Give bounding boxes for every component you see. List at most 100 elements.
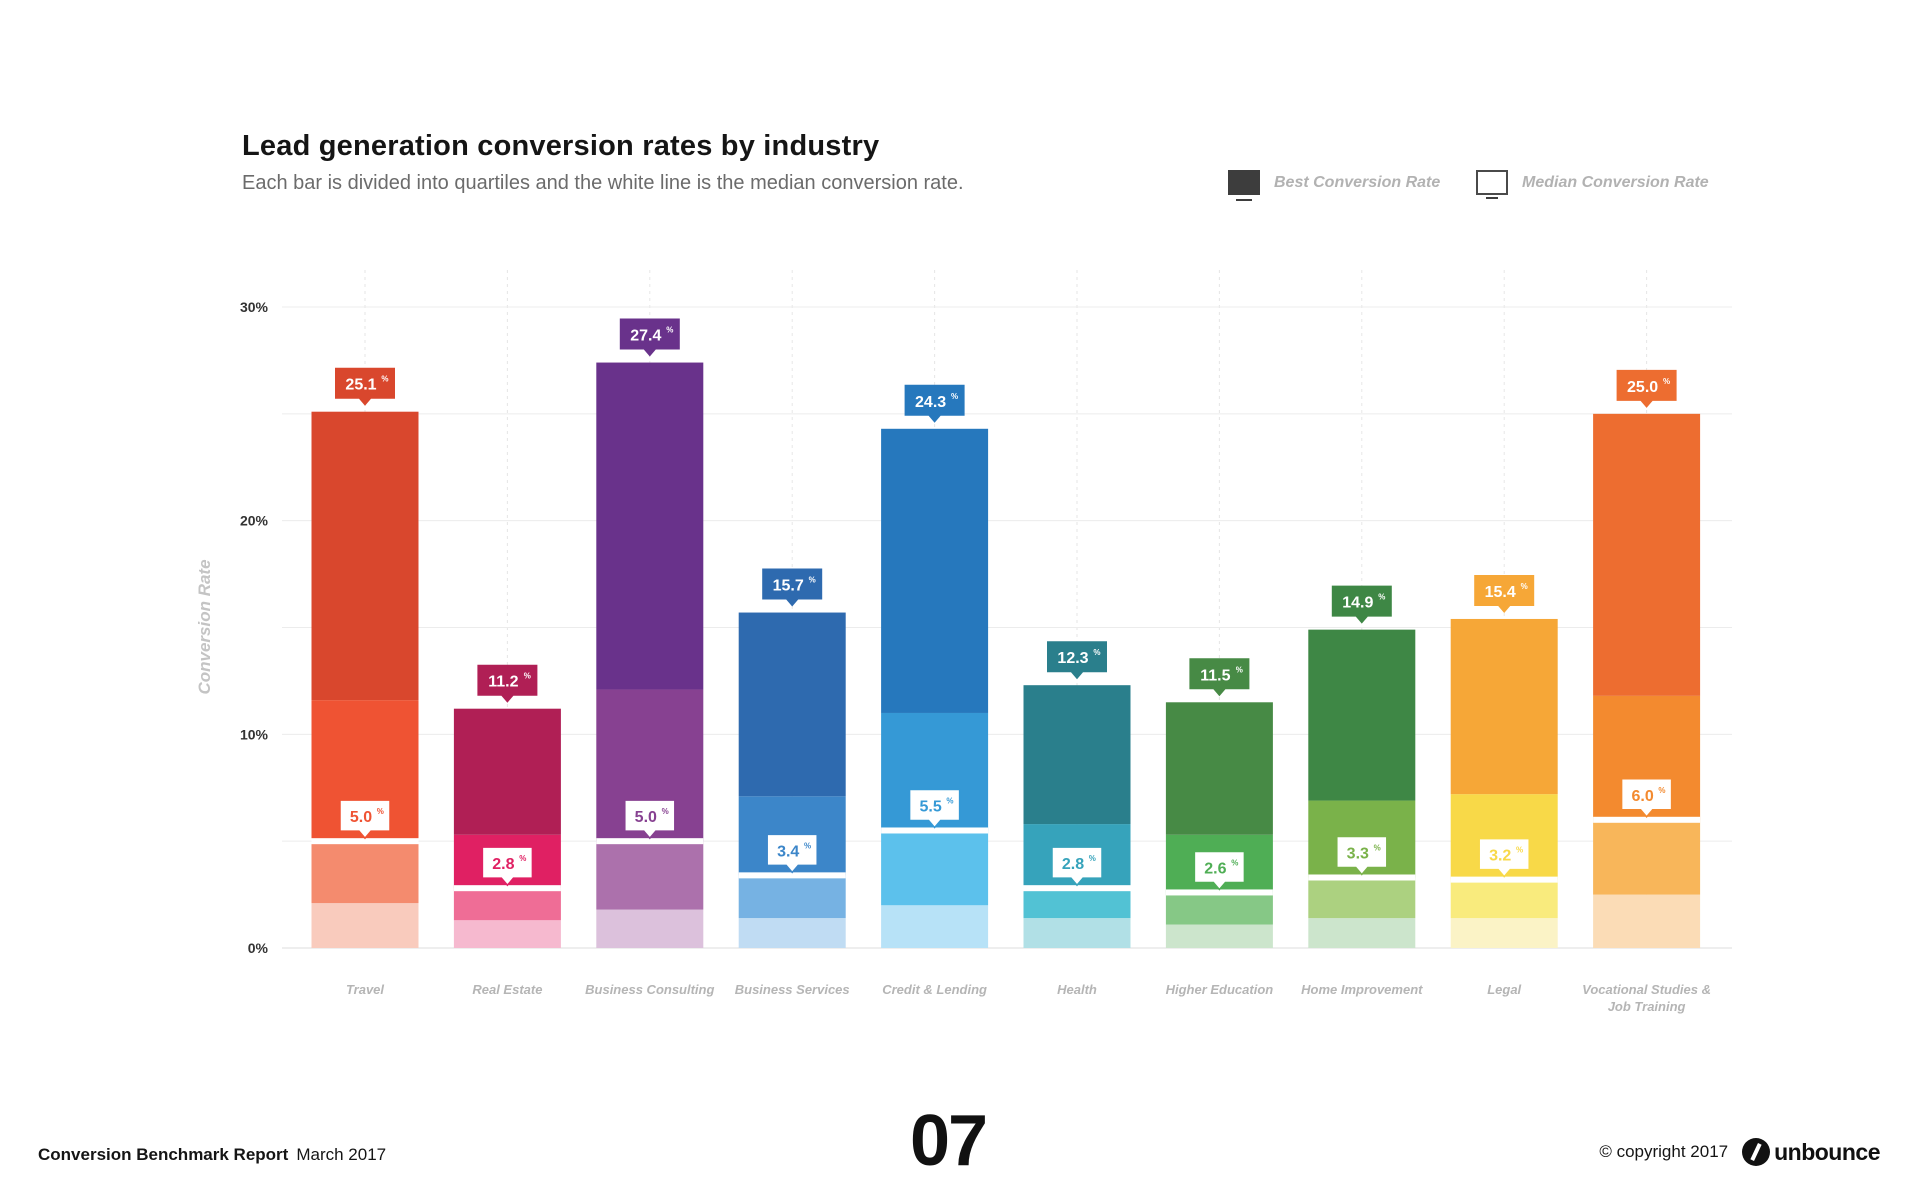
best-rate-label: 14.9 bbox=[1342, 595, 1373, 612]
median-line bbox=[1593, 816, 1701, 823]
y-axis-label: Conversion Rate bbox=[195, 559, 214, 694]
best-rate-badge bbox=[1189, 658, 1250, 697]
report-date: March 2017 bbox=[296, 1145, 387, 1164]
legend-label-median: Median Conversion Rate bbox=[1522, 173, 1709, 191]
median-line bbox=[1450, 876, 1558, 883]
median-rate-label: 2.8 bbox=[1062, 856, 1084, 873]
median-line bbox=[1308, 874, 1416, 881]
best-rate-label: 15.7 bbox=[773, 578, 804, 595]
bar-segment bbox=[738, 918, 846, 948]
x-tick-label: Business Consulting bbox=[585, 982, 714, 997]
best-rate-suffix: % bbox=[951, 392, 958, 401]
best-rate-suffix: % bbox=[381, 375, 388, 384]
best-rate-badge bbox=[1474, 574, 1535, 613]
bar-segment bbox=[1308, 877, 1416, 919]
bar-segment bbox=[1450, 918, 1558, 948]
best-rate-badge bbox=[477, 664, 538, 703]
median-line bbox=[881, 827, 989, 834]
best-rate-suffix: % bbox=[1663, 377, 1670, 386]
footer-brand: © copyright 2017 unbounce bbox=[1599, 1138, 1880, 1166]
bar-segment bbox=[738, 875, 846, 919]
best-rate-suffix: % bbox=[1236, 665, 1243, 674]
best-rate-label: 15.4 bbox=[1485, 584, 1516, 601]
median-rate-label: 5.5 bbox=[919, 798, 941, 815]
best-rate-badge bbox=[335, 367, 395, 406]
legend-label-best: Best Conversion Rate bbox=[1274, 173, 1441, 191]
best-rate-suffix: % bbox=[666, 326, 673, 335]
median-rate-suffix: % bbox=[519, 854, 526, 863]
median-rate-label: 5.0 bbox=[635, 809, 657, 826]
median-line bbox=[1165, 889, 1273, 896]
median-rate-label: 3.4 bbox=[777, 843, 799, 860]
best-rate-badge bbox=[904, 384, 965, 423]
report-name: Conversion Benchmark Report bbox=[38, 1145, 289, 1164]
x-tick-label: Real Estate bbox=[472, 982, 542, 997]
best-rate-swatch-icon bbox=[1228, 170, 1260, 201]
best-rate-label: 25.0 bbox=[1627, 379, 1658, 396]
best-rate-label: 25.1 bbox=[345, 377, 376, 394]
x-tick-label: Vocational Studies & bbox=[1582, 982, 1711, 997]
median-rate-badge bbox=[339, 799, 391, 840]
best-rate-suffix: % bbox=[1378, 593, 1385, 602]
x-tick-label: Travel bbox=[346, 982, 384, 997]
bar-segment bbox=[1593, 894, 1701, 948]
y-tick-label: 20% bbox=[240, 513, 269, 529]
median-rate-badge bbox=[1051, 846, 1103, 887]
x-tick-label: Legal bbox=[1487, 982, 1521, 997]
median-rate-suffix: % bbox=[804, 841, 811, 850]
x-tick-label: Job Training bbox=[1608, 999, 1686, 1014]
bar-segment bbox=[311, 903, 419, 948]
x-tick-label: Credit & Lending bbox=[882, 982, 987, 997]
median-rate-label: 3.2 bbox=[1489, 848, 1511, 865]
median-line bbox=[453, 885, 561, 892]
bar-segment bbox=[1165, 924, 1273, 948]
y-tick-label: 10% bbox=[240, 726, 269, 742]
median-line bbox=[596, 838, 704, 845]
median-rate-suffix: % bbox=[1374, 843, 1381, 852]
median-line bbox=[1023, 885, 1131, 892]
median-rate-badge bbox=[1193, 850, 1246, 891]
legend-item-best: Best Conversion Rate bbox=[1228, 170, 1441, 201]
bar-segment bbox=[881, 428, 989, 713]
median-rate-suffix: % bbox=[1658, 786, 1665, 795]
bar-segment bbox=[311, 841, 419, 904]
median-rate-badge bbox=[624, 799, 676, 840]
bar-segment bbox=[1023, 918, 1131, 948]
unbounce-logo-icon bbox=[1742, 1138, 1771, 1166]
bar-segment bbox=[453, 920, 561, 948]
bar-segment bbox=[453, 888, 561, 921]
bar-segment bbox=[1023, 685, 1131, 825]
x-tick-label: Home Improvement bbox=[1301, 982, 1423, 997]
best-rate-label: 11.5 bbox=[1200, 667, 1230, 684]
bar-segment bbox=[1593, 819, 1701, 895]
best-rate-badge bbox=[762, 568, 823, 607]
legend-item-median: Median Conversion Rate bbox=[1476, 170, 1709, 199]
median-rate-suffix: % bbox=[946, 796, 953, 805]
page-number: 07 bbox=[910, 1101, 988, 1181]
bar-chart: 0% 10% 20% 30% Conversion Rate 25.1 % 5.0 % Trave… bbox=[195, 270, 1732, 1014]
median-line bbox=[738, 872, 846, 879]
best-rate-suffix: % bbox=[524, 672, 531, 681]
median-rate-label: 6.0 bbox=[1631, 788, 1653, 805]
bar-segment bbox=[1308, 918, 1416, 948]
median-rate-badge bbox=[908, 788, 961, 829]
median-rate-label: 2.6 bbox=[1204, 860, 1226, 877]
bar-segment bbox=[596, 362, 704, 690]
copyright-text: © copyright 2017 bbox=[1599, 1142, 1729, 1161]
brand-name: unbounce bbox=[1774, 1138, 1880, 1165]
median-rate-label: 2.8 bbox=[492, 856, 514, 873]
bar-segment bbox=[1023, 888, 1131, 919]
bar-segment bbox=[1450, 618, 1558, 795]
best-rate-label: 12.3 bbox=[1057, 650, 1088, 667]
bar-segment bbox=[596, 841, 704, 910]
median-rate-suffix: % bbox=[662, 807, 669, 816]
best-rate-suffix: % bbox=[1093, 648, 1100, 657]
median-rate-badge bbox=[1336, 835, 1388, 876]
bar-segment bbox=[1593, 413, 1701, 696]
bar-segment bbox=[881, 830, 989, 906]
median-rate-badge bbox=[766, 833, 818, 874]
chart-subtitle: Each bar is divided into quartiles and t… bbox=[242, 172, 964, 194]
x-tick-label: Health bbox=[1057, 982, 1097, 997]
best-rate-badge bbox=[619, 318, 680, 357]
median-rate-badge bbox=[1620, 778, 1673, 818]
